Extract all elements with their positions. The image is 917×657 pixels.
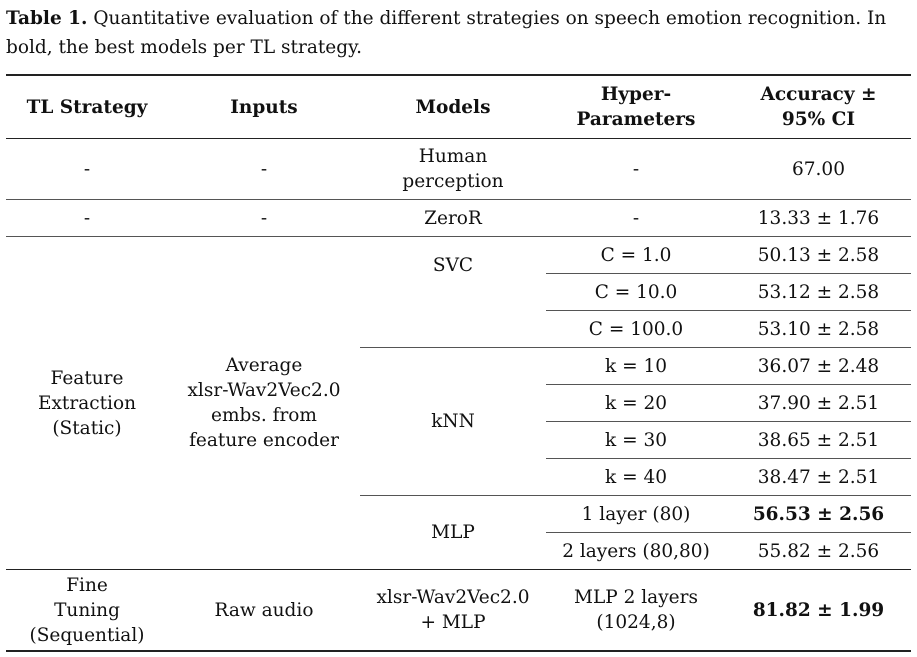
table-row-zeror: - - ZeroR - 13.33 ± 1.76 — [6, 199, 911, 237]
cell-inputs: - — [260, 158, 268, 180]
table-row-finetune: Fine Tuning (Sequential) Raw audio xlsr-Wa… — [6, 569, 911, 652]
table-row-svc-2: C = 10.0 53.12 ± 2.58 — [6, 273, 911, 311]
cell-model-svc: SVC — [360, 236, 546, 348]
cell-hyper: k = 20 — [546, 384, 726, 422]
header-models: Models — [360, 74, 546, 139]
cell-strategy-feature-extraction: Feature Extraction (Static) — [6, 236, 168, 570]
cell-accuracy: 36.07 ± 2.48 — [726, 347, 911, 385]
table-row-knn-2: k = 20 37.90 ± 2.51 — [6, 384, 911, 422]
cell-model-knn: kNN — [360, 347, 546, 496]
cell-hyper: k = 30 — [546, 421, 726, 459]
cell-hyper: MLP 2 layers (1024,8) — [546, 569, 726, 652]
cell-strategy: - — [83, 158, 91, 180]
cell-hyper: 1 layer (80) — [546, 495, 726, 533]
cell-accuracy: 53.12 ± 2.58 — [726, 273, 911, 311]
cell-accuracy-best: 81.82 ± 1.99 — [726, 569, 911, 652]
table-row-human: - - Human perception - 67.00 — [6, 139, 911, 200]
table-caption: Table 1. Quantitative evaluation of the … — [6, 4, 911, 62]
cell-inputs-feature-extraction: Average xlsr-Wav2Vec2.0 embs. from feature … — [168, 236, 360, 570]
cell-accuracy: 55.82 ± 2.56 — [726, 532, 911, 570]
cell-inputs: Raw audio — [168, 569, 360, 652]
table-row-mlp-2: 2 layers (80,80) 55.82 ± 2.56 — [6, 532, 911, 570]
cell-accuracy: 67.00 — [792, 158, 845, 180]
cell-accuracy-best: 56.53 ± 2.56 — [726, 495, 911, 533]
cell-model: xlsr-Wav2Vec2.0 + MLP — [360, 569, 546, 652]
cell-inputs: - — [168, 199, 360, 237]
header-tl-strategy: TL Strategy — [6, 74, 168, 139]
cell-accuracy: 13.33 ± 1.76 — [726, 199, 911, 237]
header-inputs: Inputs — [168, 74, 360, 139]
cell-accuracy: 38.47 ± 2.51 — [726, 458, 911, 496]
table-row-knn-1: kNN k = 10 36.07 ± 2.48 — [6, 347, 911, 496]
cell-strategy: - — [6, 199, 168, 237]
cell-hyper: - — [632, 158, 640, 180]
cell-model: ZeroR — [360, 199, 546, 237]
cell-hyper: C = 100.0 — [546, 310, 726, 348]
header-row: TL Strategy Inputs Models Hyper- Paramete… — [6, 74, 911, 139]
cell-strategy-fine-tuning: Fine Tuning (Sequential) — [6, 569, 168, 652]
table-row-mlp-1: MLP 1 layer (80) 56.53 ± 2.56 — [6, 495, 911, 570]
cell-hyper: C = 10.0 — [546, 273, 726, 311]
cell-hyper: C = 1.0 — [546, 236, 726, 274]
table-row-knn-4: k = 40 38.47 ± 2.51 — [6, 458, 911, 496]
results-table: TL Strategy Inputs Models Hyper- Paramete… — [6, 74, 911, 652]
cell-model: Human perception — [402, 146, 504, 192]
caption-text: Quantitative evaluation of the different… — [6, 8, 887, 58]
cell-hyper: k = 10 — [546, 347, 726, 385]
header-accuracy: Accuracy ±95% CI — [726, 74, 911, 139]
cell-hyper: - — [546, 199, 726, 237]
cell-hyper: 2 layers (80,80) — [546, 532, 726, 570]
table-row-svc-1: Feature Extraction (Static) Average xlsr-Wa… — [6, 236, 911, 570]
cell-accuracy: 37.90 ± 2.51 — [726, 384, 911, 422]
cell-hyper: k = 40 — [546, 458, 726, 496]
cell-accuracy: 53.10 ± 2.58 — [726, 310, 911, 348]
cell-model-mlp: MLP — [360, 495, 546, 570]
table-row-svc-3: C = 100.0 53.10 ± 2.58 — [6, 310, 911, 348]
table-row-knn-3: k = 30 38.65 ± 2.51 — [6, 421, 911, 459]
cell-accuracy: 38.65 ± 2.51 — [726, 421, 911, 459]
cell-accuracy: 50.13 ± 2.58 — [726, 236, 911, 274]
header-hyperparameters: Hyper- Parameters — [546, 74, 726, 139]
caption-label: Table 1. — [6, 8, 88, 29]
